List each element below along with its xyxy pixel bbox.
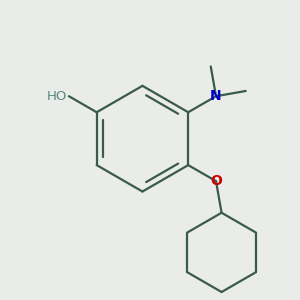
Text: O: O xyxy=(210,174,222,188)
Text: HO: HO xyxy=(46,90,67,103)
Text: N: N xyxy=(210,89,222,103)
